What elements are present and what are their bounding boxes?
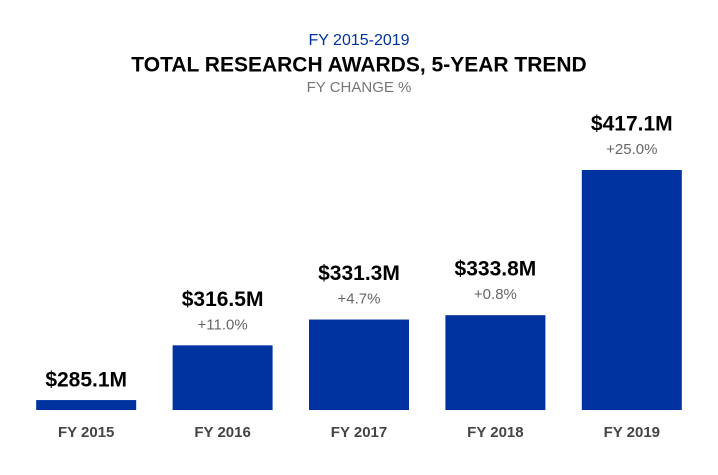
- value-label: $316.5M: [182, 288, 264, 311]
- bar: [172, 345, 273, 410]
- x-tick-label: FY 2015: [58, 424, 114, 441]
- chart-title: TOTAL RESEARCH AWARDS, 5-YEAR TREND: [131, 54, 586, 77]
- value-label: $333.8M: [455, 258, 537, 281]
- chart-kicker: FY 2015-2019: [308, 32, 409, 49]
- x-tick-label: FY 2017: [331, 424, 387, 441]
- x-tick-label: FY 2016: [194, 424, 250, 441]
- x-tick-label: FY 2018: [467, 424, 523, 441]
- change-label: +4.7%: [338, 291, 381, 308]
- change-label: +25.0%: [606, 141, 657, 158]
- value-label: $331.3M: [318, 262, 400, 285]
- chart-subtitle: FY CHANGE %: [307, 79, 412, 96]
- change-label: +11.0%: [198, 316, 248, 333]
- value-label: $417.1M: [591, 113, 673, 136]
- bar: [581, 170, 682, 410]
- bar: [445, 315, 546, 410]
- change-label: +0.8%: [474, 286, 517, 303]
- x-tick-label: FY 2019: [604, 424, 660, 441]
- bar: [36, 400, 137, 410]
- value-label: $285.1M: [45, 369, 127, 392]
- bar: [309, 319, 409, 410]
